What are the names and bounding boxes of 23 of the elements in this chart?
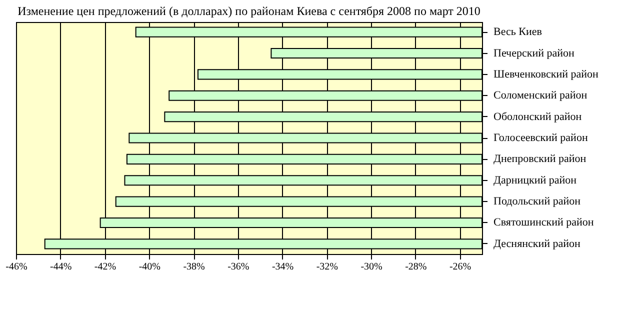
y-tick-label: Днепровский район [494, 153, 586, 166]
x-tick-label: -42% [94, 262, 116, 272]
x-tick-label: -26% [449, 262, 472, 272]
x-tick-label: -38% [183, 262, 205, 272]
x-tick-label: -44% [50, 262, 72, 272]
y-tick-label: Шевченковский район [494, 68, 598, 80]
y-tick-label: Подольский район [494, 196, 581, 208]
y-tick-label: Голосеевский район [494, 132, 588, 144]
y-tick-label: Соломенский район [494, 90, 588, 102]
chart-title: Изменение цен предложений (в долларах) по районам Киева с сентября 2008 по март 2010 [18, 4, 480, 18]
x-tick-label: -36% [228, 262, 250, 272]
x-tick-label: -30% [360, 262, 382, 272]
x-tick-label: -40% [138, 262, 160, 272]
x-tick-label: -46% [6, 262, 28, 272]
y-tick-label: Весь Киев [494, 26, 542, 38]
y-tick-label: Печерский район [494, 47, 574, 60]
x-tick-label: -28% [405, 262, 427, 272]
x-tick-label: -32% [316, 262, 338, 272]
y-tick-label: Святошинский район [494, 216, 594, 229]
y-tick-label: Дарницкий район [494, 174, 577, 186]
y-tick-label: Деснянский район [494, 238, 581, 250]
x-tick-label: -34% [272, 262, 294, 272]
y-tick-label: Оболонский район [494, 110, 582, 123]
